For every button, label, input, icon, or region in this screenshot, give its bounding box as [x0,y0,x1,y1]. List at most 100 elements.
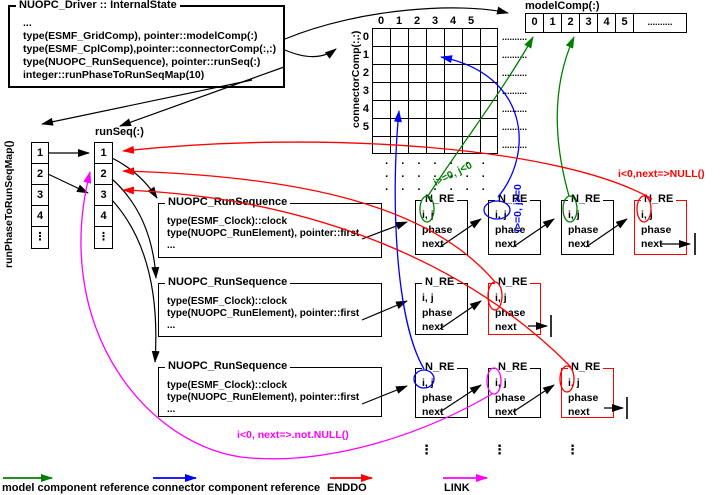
rs-line-first: type(NUOPC_RunElement), pointer::first [167,308,360,319]
runseq1-to-box1-arrow [111,157,158,199]
rs-line-first: type(NUOPC_RunElement), pointer::first [167,392,360,403]
grid-continuation-dots: . . . . . . . [385,155,485,167]
nre-ij: i, j [495,377,507,389]
nre-phase: phase [568,391,599,404]
array-cell: 4 [598,14,616,32]
rs-line-dots: ... [167,240,176,251]
nre-next: next [641,238,663,250]
nre-ij: i, j [568,377,580,389]
array-cell: 3 [32,185,48,206]
driver-internal-state-box: NUOPC_Driver :: InternalState ... type(E… [8,0,285,88]
runphasemap-label: runPhaseToRunSeqMap() [3,140,15,268]
driver-line-runphasemap: integer::runPhaseToRunSeqMap(10) [23,69,205,81]
grid-col-header: 2 [413,15,421,27]
array-cell: 4 [95,206,112,227]
nre-next: next [568,406,590,418]
run-element-title: N_RE [641,193,677,205]
array-cell: ⋮ [34,231,46,243]
connectorcomp-grid [372,28,498,154]
run-element-title: N_RE [422,276,458,288]
legend-model-ref-label: model component reference [2,482,150,494]
nre-next: next [422,321,444,333]
grid-row-header: 5 [362,121,369,133]
connector-ref-condition: i>=0, j>=0 [512,184,524,232]
run-element-title: N_RE [495,276,531,288]
driver-line-modelcomp: type(ESMF_GridComp), pointer::modelComp(… [23,30,258,42]
run-sequence-title: NUOPC_RunSequence [165,276,291,288]
nre-phase: phase [422,223,453,236]
array-cell: 3 [580,14,598,32]
enddo-condition: i<0,next=>NULL() [618,168,705,180]
grid-col-header: 4 [449,15,457,27]
grid-row-header: 4 [362,103,369,115]
nre-ij: i, j [641,209,653,221]
continuation-dots: ⋮ [493,442,506,457]
runseq-array: 1 2 3 4 ⋮ [94,142,113,249]
rs-line-dots: ... [167,404,176,415]
nre-next: next [422,406,444,418]
grid-col-header: 1 [395,15,403,27]
nre-next: next [568,238,590,250]
run-element-title: N_RE [422,193,458,205]
array-cell: 2 [32,164,48,185]
nre-next: next [495,406,517,418]
nre-next: next [495,321,517,333]
nre-phase: phase [641,223,672,236]
grid-row-header: 3 [362,85,369,97]
modelcomp-array: 0 1 2 3 4 5 .......... [525,13,687,33]
grid-row-dashes: .......... [502,32,528,42]
map2-to-runseq3-arrow [47,173,89,194]
run-sequence-title: NUOPC_RunSequence [165,360,291,372]
model-ref-arrow [556,36,575,197]
legend-link-label: LINK [444,482,470,494]
run-element-title: N_RE [495,361,531,373]
runseq3-to-box3-arrow [111,199,160,363]
grid-row-dashes: .......... [502,86,528,96]
run-element-box-enddo: N_RE i, j phase next [634,193,687,255]
rs-line-clock: type(ESMF_Clock)::clock [167,216,288,227]
run-sequence-title: NUOPC_RunSequence [165,196,291,208]
runseq-label: runSeq(:) [95,126,144,138]
grid-row-dashes: .......... [502,50,528,60]
nre-ij: i, j [422,377,434,389]
array-cell: 3 [95,185,112,206]
run-sequence-box-3: NUOPC_RunSequence type(ESMF_Clock)::cloc… [158,360,382,417]
array-cell: 1 [544,14,562,32]
nre-ij: i, j [422,292,434,304]
nre-phase: phase [422,391,453,404]
grid-row-dashes: .......... [502,104,528,114]
modelcomp-label: modelComp(:) [525,0,600,12]
grid-row-header: 0 [362,31,369,43]
grid-col-header: 3 [431,15,439,27]
rs-line-clock: type(ESMF_Clock)::clock [167,296,288,307]
run-element-box: N_RE i, j phase next [415,361,468,418]
nre-next: next [422,238,444,250]
driver-box-title: NUOPC_Driver :: InternalState [16,0,180,11]
run-element-box-enddo: N_RE i, j phase next [561,361,614,418]
continuation-dots: ⋮ [566,442,579,457]
array-cell: 5 [616,14,634,32]
run-sequence-box-1: NUOPC_RunSequence type(ESMF_Clock)::cloc… [158,196,382,258]
run-element-title: N_RE [422,361,458,373]
run-element-box: N_RE i, j phase next [561,193,614,255]
array-cell: .......... [647,17,673,27]
driver-line-dots: ... [23,17,32,29]
run-sequence-box-2: NUOPC_RunSequence type(ESMF_Clock)::cloc… [158,276,382,337]
grid-col-header: 0 [377,15,385,27]
array-cell: 0 [526,14,544,32]
array-cell: ⋮ [98,231,109,243]
run-element-box: N_RE i, j phase next [415,276,468,335]
nre-phase: phase [422,306,453,319]
nre-phase: phase [495,306,526,319]
run-element-box-link: N_RE i, j phase next [488,361,541,418]
run-element-title: N_RE [568,193,604,205]
run-element-box-enddo: N_RE i, j phase next [488,276,541,335]
grid-col-header: 5 [467,15,475,27]
nre-next: next [495,238,517,250]
nre-ij: i, j [422,209,434,221]
grid-row-header: 2 [362,67,369,79]
legend-enddo-label: ENDDO [327,482,367,494]
run-element-box: N_RE i, j phase next [415,193,468,255]
nre-ij: i, j [495,292,507,304]
